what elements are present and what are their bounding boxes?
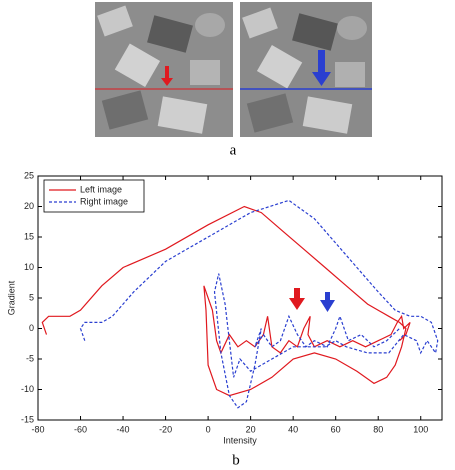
y-tick-label: -5 <box>26 353 34 363</box>
x-tick-label: -80 <box>31 424 44 434</box>
line-chart: Intensity Gradient -80 -60 -40 -20 0 20 40 60 80… <box>6 170 443 445</box>
x-tick-label: 20 <box>246 424 256 434</box>
y-tick-label: 25 <box>24 170 34 180</box>
x-axis-label: Intensity <box>223 435 257 445</box>
panel-label: a <box>230 142 237 158</box>
right-photo <box>240 2 372 137</box>
series-line <box>41 205 411 397</box>
x-tick-label: 0 <box>206 424 211 434</box>
y-tick-label: 20 <box>24 201 34 211</box>
x-tick-label: 100 <box>413 424 428 434</box>
blue-arrow <box>320 292 335 312</box>
left-photo <box>95 2 233 137</box>
y-tick-label: 15 <box>24 231 34 241</box>
y-tick-label: 10 <box>24 262 34 272</box>
y-tick-label: -15 <box>21 414 34 424</box>
plot-frame <box>37 175 443 421</box>
legend-box <box>43 179 145 213</box>
x-tick-label: -40 <box>117 424 130 434</box>
y-tick-label: -10 <box>21 384 34 394</box>
red-arrow <box>289 288 305 310</box>
x-tick-label: -60 <box>74 424 87 434</box>
y-tick-label: 5 <box>29 292 34 302</box>
panel-label: b <box>232 452 240 468</box>
series-line <box>79 199 439 409</box>
x-tick-label: 80 <box>373 424 383 434</box>
y-tick-label: 0 <box>29 323 34 333</box>
legend: Left image Right image <box>43 179 145 213</box>
legend-label: Right image <box>80 196 128 206</box>
y-axis-label: Gradient <box>6 280 16 315</box>
x-tick-label: 60 <box>331 424 341 434</box>
x-tick-label: -20 <box>159 424 172 434</box>
x-tick-label: 40 <box>288 424 298 434</box>
legend-label: Left image <box>80 184 122 194</box>
